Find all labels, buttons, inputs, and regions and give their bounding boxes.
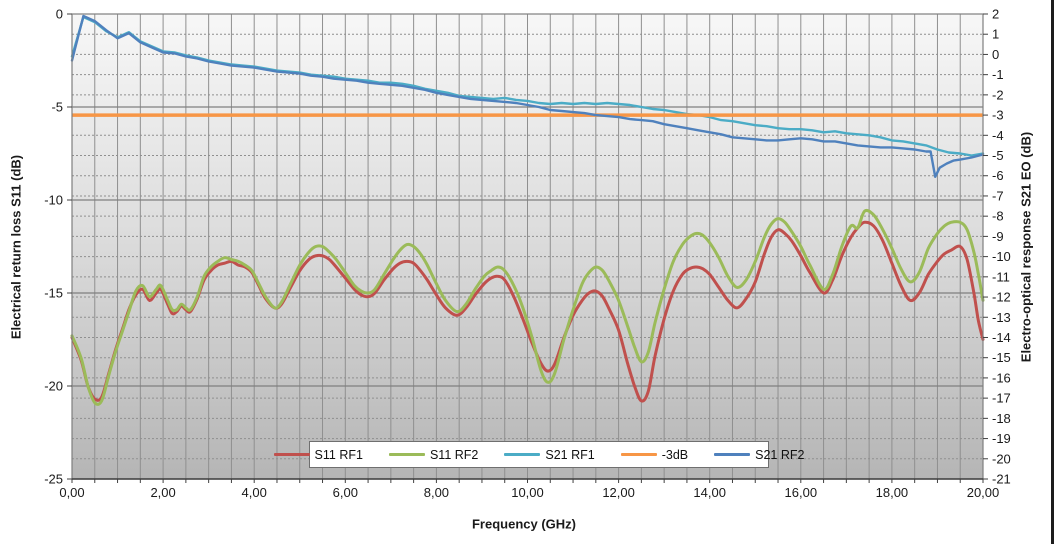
legend-swatch	[273, 453, 310, 456]
legend-label: -3dB	[661, 447, 689, 462]
right-axis-tick-label: -7	[992, 188, 1004, 203]
x-axis-tick-label: 20,00	[967, 485, 1000, 500]
left-axis-tick-label: -10	[44, 193, 63, 208]
left-axis-tick-label: -20	[44, 379, 63, 394]
legend-label: S21 RF2	[755, 447, 805, 462]
right-axis-tick-label: -16	[992, 370, 1011, 385]
left-axis-title: Electrical return loss S11 (dB)	[8, 154, 24, 340]
x-axis-tick-label: 2,00	[150, 485, 175, 500]
series-s11-rf2-line	[70, 208, 985, 406]
legend-item: S11 RF2	[388, 447, 479, 462]
left-axis-tick-label: -5	[51, 100, 63, 115]
legend: S11 RF1 S11 RF2 S21 RF1 -3dB S21 RF2	[273, 441, 804, 468]
right-axis-tick-label: -4	[992, 128, 1004, 143]
x-axis-tick-label: 14,00	[693, 485, 726, 500]
right-axis-tick-label: -5	[992, 148, 1004, 163]
legend-swatch	[620, 453, 657, 456]
x-axis-tick-label: 10,00	[511, 485, 544, 500]
right-axis-tick-label: -17	[992, 391, 1011, 406]
right-axis-tick-label: -9	[992, 229, 1004, 244]
x-axis-tick-label: 4,00	[242, 485, 267, 500]
legend-label: S11 RF2	[429, 447, 479, 462]
x-axis-tick-label: 6,00	[333, 485, 358, 500]
left-axis-tick-label: 0	[56, 7, 63, 22]
right-axis-tick-label: -12	[992, 290, 1011, 305]
left-axis-tick-label: -15	[44, 286, 63, 301]
right-axis-tick-label: -21	[992, 472, 1011, 487]
right-axis-tick-label: 2	[992, 7, 999, 22]
legend-swatch	[714, 453, 751, 456]
x-axis-tick-label: 16,00	[785, 485, 818, 500]
right-axis-tick-label: -8	[992, 209, 1004, 224]
x-axis-tick-label: 0,00	[59, 485, 84, 500]
right-axis-tick-label: -2	[992, 87, 1004, 102]
right-axis-tick-label: -20	[992, 451, 1011, 466]
right-axis-title: Electro-optical response S21 EO (dB)	[1018, 131, 1034, 363]
legend-item: S11 RF1	[273, 447, 363, 462]
right-axis-tick-label: 1	[992, 27, 999, 42]
right-axis-tick-label: -11	[992, 269, 1010, 284]
left-axis-tick-label: -25	[44, 472, 63, 487]
right-axis-tick-label: -19	[992, 431, 1011, 446]
x-axis-tick-label: 8,00	[424, 485, 449, 500]
x-axis-title: Frequency (GHz)	[471, 516, 577, 532]
right-axis-tick-label: 0	[992, 47, 999, 62]
right-axis-tick-label: -13	[992, 310, 1011, 325]
series-s21-rf2-line	[70, 14, 985, 179]
legend-label: S21 RF1	[545, 447, 595, 462]
right-axis-tick-label: -14	[992, 330, 1011, 345]
image-right-border	[1051, 0, 1054, 544]
legend-item: S21 RF1	[504, 447, 595, 462]
legend-swatch	[388, 453, 425, 456]
x-axis-tick-label: 12,00	[602, 485, 635, 500]
right-axis-tick-label: -6	[992, 168, 1004, 183]
x-axis-tick-label: 18,00	[876, 485, 909, 500]
right-axis-tick-label: -15	[992, 350, 1011, 365]
legend-item: -3dB	[620, 447, 689, 462]
right-axis-tick-label: -1	[992, 67, 1004, 82]
right-axis-tick-label: -18	[992, 411, 1011, 426]
right-axis-tick-label: -10	[992, 249, 1011, 264]
legend-label: S11 RF1	[314, 447, 363, 462]
legend-swatch	[504, 453, 541, 456]
legend-item: S21 RF2	[714, 448, 804, 462]
right-axis-tick-label: -3	[992, 108, 1004, 123]
